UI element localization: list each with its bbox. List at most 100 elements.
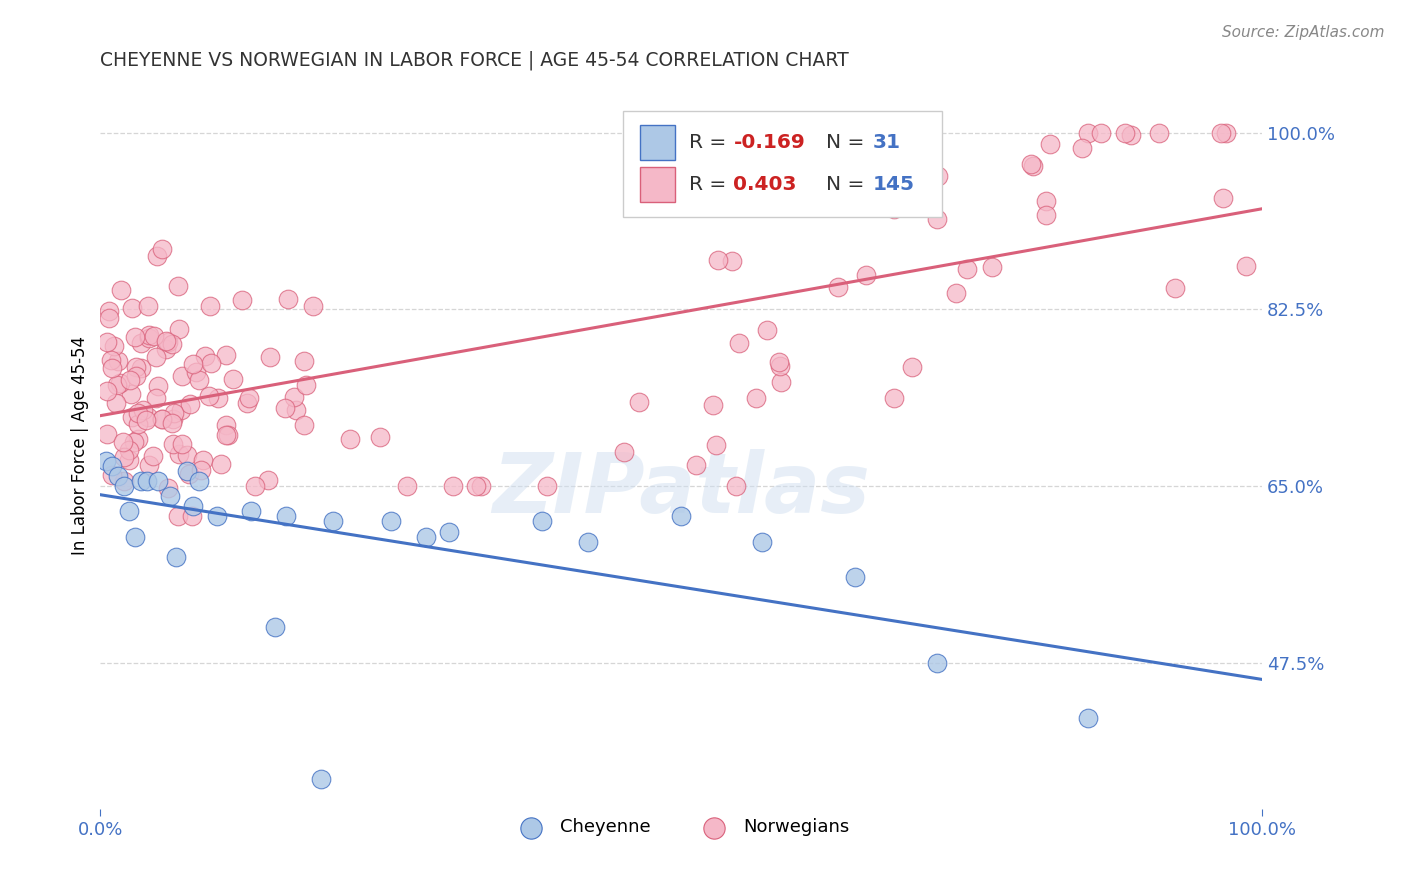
- Point: [1035, 194, 1057, 209]
- Point: [217, 428, 239, 442]
- Point: [441, 479, 464, 493]
- Point: [112, 474, 135, 488]
- Point: [339, 432, 361, 446]
- Point: [530, 515, 553, 529]
- Point: [209, 457, 232, 471]
- Point: [181, 357, 204, 371]
- Point: [277, 292, 299, 306]
- Point: [124, 530, 146, 544]
- Legend: Cheyenne, Norwegians: Cheyenne, Norwegians: [506, 811, 856, 844]
- Point: [176, 448, 198, 462]
- Point: [1035, 209, 1057, 223]
- Point: [188, 373, 211, 387]
- Point: [283, 390, 305, 404]
- Text: N =: N =: [827, 133, 872, 153]
- Point: [118, 373, 141, 387]
- Point: [883, 391, 905, 405]
- Point: [107, 469, 129, 483]
- Point: [181, 500, 204, 514]
- Point: [162, 411, 184, 425]
- Point: [128, 407, 150, 421]
- Point: [129, 361, 152, 376]
- Point: [276, 509, 298, 524]
- Point: [769, 359, 792, 374]
- Point: [112, 450, 135, 464]
- Point: [855, 268, 877, 283]
- Text: 145: 145: [873, 175, 915, 194]
- Point: [465, 479, 488, 493]
- Point: [190, 463, 212, 477]
- Point: [176, 464, 198, 478]
- Point: [302, 299, 325, 313]
- Point: [1209, 126, 1232, 140]
- Point: [155, 342, 177, 356]
- Point: [129, 336, 152, 351]
- Point: [724, 479, 747, 493]
- Point: [138, 331, 160, 345]
- Point: [215, 427, 238, 442]
- Point: [222, 372, 245, 386]
- Point: [263, 620, 285, 634]
- Point: [138, 327, 160, 342]
- Point: [124, 330, 146, 344]
- Point: [146, 379, 169, 393]
- Point: [1019, 157, 1042, 171]
- Point: [150, 242, 173, 256]
- Text: ZIPatlas: ZIPatlas: [492, 449, 870, 530]
- Point: [706, 437, 728, 451]
- Point: [150, 411, 173, 425]
- Point: [685, 458, 707, 472]
- Point: [194, 349, 217, 363]
- Point: [285, 403, 308, 417]
- Point: [751, 534, 773, 549]
- Point: [1077, 711, 1099, 725]
- Point: [167, 447, 190, 461]
- Point: [669, 509, 692, 524]
- Point: [231, 293, 253, 308]
- Text: 31: 31: [873, 133, 901, 153]
- Point: [396, 479, 419, 493]
- Point: [1234, 259, 1257, 273]
- Point: [925, 656, 948, 670]
- FancyBboxPatch shape: [623, 112, 942, 217]
- Point: [142, 329, 165, 343]
- Point: [1071, 141, 1094, 155]
- Y-axis label: In Labor Force | Age 45-54: In Labor Force | Age 45-54: [72, 336, 89, 555]
- Point: [101, 458, 124, 473]
- Point: [142, 449, 165, 463]
- Point: [179, 467, 201, 482]
- Point: [96, 384, 118, 398]
- Point: [101, 360, 124, 375]
- Point: [883, 202, 905, 217]
- Point: [121, 409, 143, 424]
- Point: [98, 310, 121, 325]
- Point: [437, 524, 460, 539]
- Point: [100, 353, 122, 368]
- Point: [273, 401, 295, 416]
- Point: [188, 474, 211, 488]
- Point: [309, 772, 332, 786]
- Point: [105, 396, 128, 410]
- Point: [179, 397, 201, 411]
- FancyBboxPatch shape: [641, 125, 675, 160]
- Point: [236, 396, 259, 410]
- Point: [120, 387, 142, 401]
- Point: [167, 279, 190, 293]
- Point: [145, 391, 167, 405]
- Point: [769, 375, 792, 389]
- Point: [702, 398, 724, 412]
- Point: [900, 360, 922, 375]
- Point: [205, 509, 228, 524]
- Point: [150, 412, 173, 426]
- Point: [112, 435, 135, 450]
- Point: [214, 348, 236, 362]
- Point: [727, 336, 749, 351]
- Point: [720, 254, 742, 268]
- Point: [215, 417, 238, 432]
- Point: [121, 301, 143, 315]
- Point: [96, 334, 118, 349]
- Point: [103, 338, 125, 352]
- Point: [292, 417, 315, 432]
- Point: [148, 474, 170, 488]
- Point: [927, 211, 949, 226]
